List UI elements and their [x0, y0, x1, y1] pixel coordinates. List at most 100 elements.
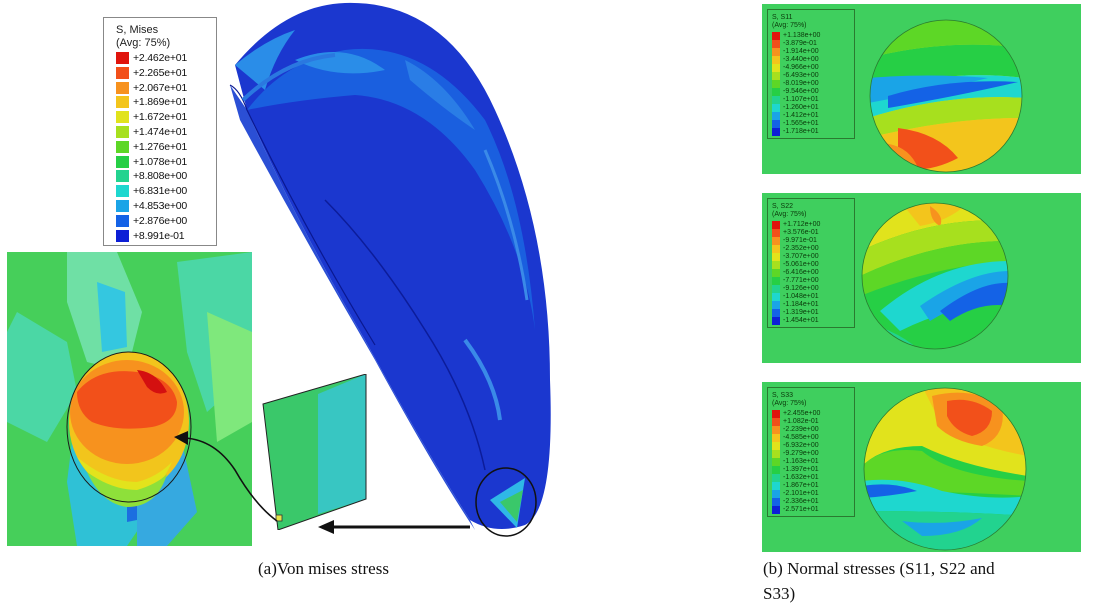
- legend-swatch: [116, 155, 129, 168]
- sub-legend-entry: -1.048e+01: [772, 293, 856, 301]
- sub-legend-entry: +1.712e+00: [772, 221, 856, 229]
- legend-swatch: [772, 482, 780, 490]
- legend-swatch: [772, 285, 780, 293]
- panel-s22: S, S22 (Avg: 75%) +1.712e+00 +3.576e-01 -9…: [762, 193, 1081, 363]
- legend-swatch: [772, 490, 780, 498]
- legend-label: +6.831e+00: [133, 185, 188, 198]
- legend-label: +1.082e-01: [783, 418, 819, 425]
- caption-normal-stresses-line1: (b) Normal stresses (S11, S22 and: [763, 559, 995, 578]
- legend-swatch: [772, 32, 780, 40]
- legend-label: +2.067e+01: [133, 81, 188, 94]
- legend-label: -3.707e+00: [783, 253, 819, 260]
- legend-label: +2.462e+01: [133, 52, 188, 64]
- legend-swatch: [772, 450, 780, 458]
- legend-swatch: [116, 229, 129, 242]
- s22-legend-subtitle: (Avg: 75%): [772, 211, 807, 218]
- legend-swatch: [116, 111, 129, 124]
- legend-swatch: [772, 426, 780, 434]
- mises-legend-entry: +8.808e+00: [116, 170, 216, 183]
- sub-legend-entry: -1.632e+01: [772, 474, 856, 482]
- legend-label: -1.867e+01: [783, 482, 819, 489]
- legend-label: -6.416e+00: [783, 269, 819, 276]
- legend-swatch: [772, 88, 780, 96]
- legend-swatch: [116, 81, 129, 94]
- legend-label: -1.565e+01: [783, 120, 819, 127]
- shell-contour-plot: [229, 2, 551, 537]
- mises-legend-entry: +1.869e+01: [116, 96, 216, 109]
- legend-swatch: [116, 185, 129, 198]
- legend-swatch: [772, 120, 780, 128]
- curved-arrow-head: [174, 431, 188, 445]
- legend-swatch: [772, 498, 780, 506]
- legend-label: +1.138e+00: [783, 32, 821, 39]
- legend-swatch: [772, 253, 780, 261]
- legend-label: -4.585e+00: [783, 434, 819, 441]
- legend-label: -1.397e+01: [783, 466, 819, 473]
- mises-legend-entry: +2.067e+01: [116, 81, 216, 94]
- legend-swatch: [116, 140, 129, 153]
- s22-legend: S, S22 (Avg: 75%) +1.712e+00 +3.576e-01 -9…: [767, 198, 855, 328]
- legend-swatch: [772, 458, 780, 466]
- legend-swatch: [772, 104, 780, 112]
- plate-contour: [262, 373, 367, 531]
- legend-label: -1.412e+01: [783, 112, 819, 119]
- legend-swatch: [772, 434, 780, 442]
- legend-label: -3.879e-01: [783, 40, 817, 47]
- sub-legend-entry: -2.352e+00: [772, 245, 856, 253]
- legend-label: -7.771e+00: [783, 277, 819, 284]
- legend-label: +1.474e+01: [133, 126, 188, 138]
- sub-legend-entry: -1.319e+01: [772, 309, 856, 317]
- s11-sphere: [869, 19, 1023, 173]
- sub-legend-entry: -1.454e+01: [772, 317, 856, 325]
- sub-legend-entry: -6.932e+00: [772, 442, 856, 450]
- sub-legend-entry: -1.397e+01: [772, 466, 856, 474]
- legend-label: -6.932e+00: [783, 442, 819, 449]
- legend-swatch: [772, 309, 780, 317]
- mises-legend-entry: +1.276e+01: [116, 140, 216, 153]
- legend-label: -4.966e+00: [783, 64, 819, 71]
- sub-legend-entry: -6.416e+00: [772, 269, 856, 277]
- sub-legend-entry: -1.184e+01: [772, 301, 856, 309]
- legend-label: -2.239e+00: [783, 426, 819, 433]
- mises-legend-entry: +1.474e+01: [116, 126, 216, 138]
- sub-legend-entry: -3.879e-01: [772, 40, 856, 48]
- legend-label: -1.914e+00: [783, 48, 819, 55]
- legend-swatch: [116, 200, 129, 212]
- shell-model: [225, 0, 585, 545]
- legend-label: -1.107e+01: [783, 96, 819, 103]
- legend-swatch: [116, 52, 129, 64]
- sub-legend-entry: -4.585e+00: [772, 434, 856, 442]
- legend-label: -1.184e+01: [783, 301, 819, 308]
- legend-label: +2.265e+01: [133, 66, 188, 79]
- sub-legend-entry: +1.138e+00: [772, 32, 856, 40]
- s11-legend: S, S11 (Avg: 75%) +1.138e+00 -3.879e-01 -1…: [767, 9, 855, 139]
- legend-swatch: [772, 56, 780, 64]
- legend-swatch: [772, 301, 780, 309]
- sub-legend-entry: -2.101e+01: [772, 490, 856, 498]
- legend-swatch: [116, 66, 129, 79]
- sub-legend-entry: -2.571e+01: [772, 506, 856, 514]
- legend-swatch: [772, 72, 780, 80]
- legend-swatch: [772, 418, 780, 426]
- mises-legend: S, Mises (Avg: 75%) +2.462e+01 +2.265e+01…: [103, 17, 217, 246]
- legend-label: +3.576e-01: [783, 229, 819, 236]
- curved-arrow: [184, 437, 278, 522]
- sub-legend-entry: -6.493e+00: [772, 72, 856, 80]
- legend-label: +1.869e+01: [133, 96, 188, 109]
- sub-legend-entry: -1.867e+01: [772, 482, 856, 490]
- legend-label: -9.126e+00: [783, 285, 819, 292]
- legend-swatch: [116, 170, 129, 183]
- mises-legend-entry: +2.876e+00: [116, 214, 216, 227]
- legend-swatch: [772, 317, 780, 325]
- legend-label: +1.672e+01: [133, 111, 188, 124]
- legend-swatch: [772, 277, 780, 285]
- legend-label: +8.808e+00: [133, 170, 188, 183]
- mises-legend-subtitle: (Avg: 75%): [116, 37, 171, 49]
- legend-label: +2.455e+00: [783, 410, 821, 417]
- legend-swatch: [772, 442, 780, 450]
- sub-legend-entry: -2.239e+00: [772, 426, 856, 434]
- legend-swatch: [772, 466, 780, 474]
- legend-label: -2.352e+00: [783, 245, 819, 252]
- legend-label: +8.991e-01: [133, 229, 185, 242]
- legend-label: -8.019e+00: [783, 80, 819, 87]
